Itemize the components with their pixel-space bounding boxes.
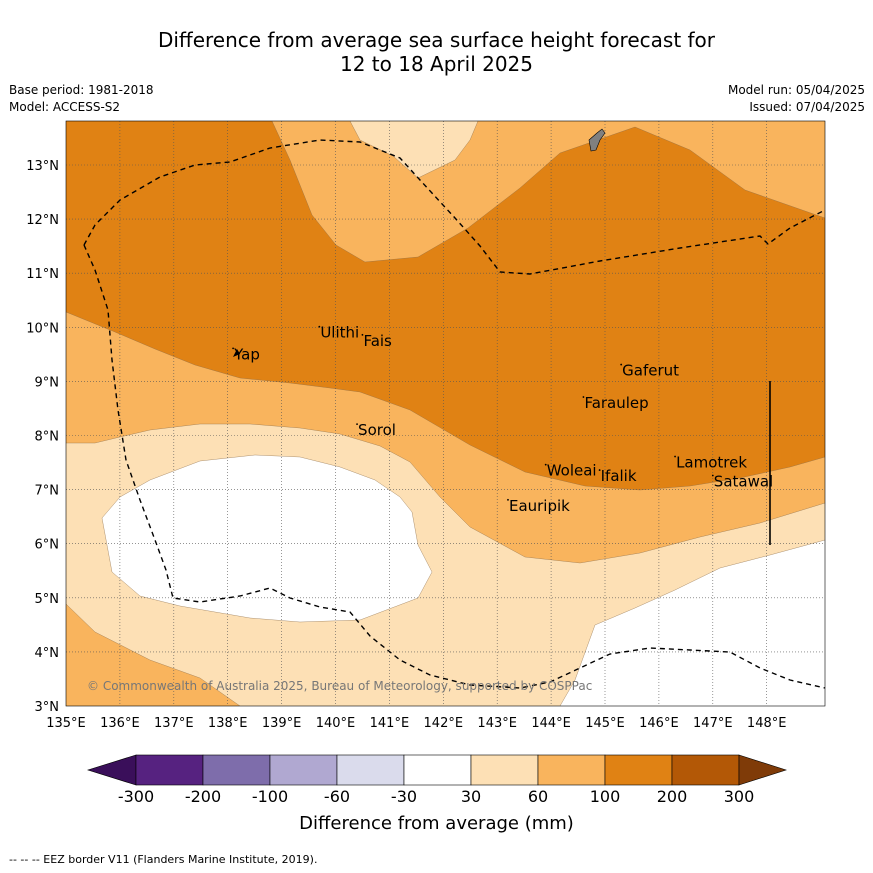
eez-border-south xyxy=(83,244,826,689)
colorbar-tick-label: -30 xyxy=(390,787,418,806)
place-labels: Yap Ulithi Fais Sorol Gaferut Faraulep Woleai I… xyxy=(232,324,773,515)
lat-tick-label: 5°N xyxy=(35,592,60,607)
place-marker xyxy=(318,325,321,328)
place-marker xyxy=(711,474,714,477)
colorbar-tick-label: 30 xyxy=(460,787,482,806)
place-label-eauripik: Eauripik xyxy=(509,497,570,515)
band-30-60-north xyxy=(350,121,478,178)
plot-frame xyxy=(65,120,826,707)
colorbar-swatch xyxy=(537,754,606,786)
colorbar-tick-label: -100 xyxy=(251,787,289,806)
lon-tick-label: 137°E xyxy=(154,716,194,731)
lon-tick-label: 136°E xyxy=(100,716,140,731)
axis-tick-labels: 135°E 136°E 137°E 138°E 139°E 140°E 141°E 142°E… xyxy=(26,159,786,731)
place-label-fais: Fais xyxy=(363,332,392,350)
lon-tick-label: 143°E xyxy=(477,716,517,731)
place-marker xyxy=(361,333,364,336)
colorbar-swatch xyxy=(135,754,204,786)
place-marker xyxy=(544,463,547,466)
lat-tick-label: 13°N xyxy=(26,159,59,174)
lon-tick-label: 142°E xyxy=(424,716,464,731)
place-label-faraulep: Faraulep xyxy=(584,394,648,412)
lon-tick-label: 140°E xyxy=(316,716,356,731)
lon-tick-label: 146°E xyxy=(639,716,679,731)
lon-tick-label: 135°E xyxy=(46,716,86,731)
map-title-line1: Difference from average sea surface heig… xyxy=(157,28,716,52)
colorbar-tick-label: -300 xyxy=(117,787,155,806)
place-marker xyxy=(232,347,234,350)
lat-tick-label: 4°N xyxy=(35,646,60,661)
lat-tick-label: 3°N xyxy=(35,700,60,715)
colorbar-tick-label: -200 xyxy=(184,787,222,806)
yap-landmass xyxy=(233,349,240,357)
place-label-satawal: Satawal xyxy=(714,472,773,490)
place-marker xyxy=(620,363,623,366)
lat-tick-label: 11°N xyxy=(26,267,59,282)
place-label-woleai: Woleai xyxy=(547,462,597,480)
graticule xyxy=(66,121,825,706)
map-title-line2: 12 to 18 April 2025 xyxy=(339,52,534,76)
colorbar-swatch xyxy=(202,754,271,786)
lon-tick-label: 145°E xyxy=(585,716,625,731)
colorbar-extend-high xyxy=(738,754,787,786)
colorbar-title: Difference from average (mm) xyxy=(299,813,574,834)
colorbar-swatch xyxy=(403,754,472,786)
colorbar-tick-label: -60 xyxy=(323,787,351,806)
colorbar-tick-label: 60 xyxy=(527,787,549,806)
place-marker xyxy=(507,498,509,501)
model-name: Model: ACCESS-S2 xyxy=(9,100,121,114)
base-period: Base period: 1981-2018 xyxy=(9,83,154,97)
colorbar-tick-label: 200 xyxy=(656,787,688,806)
place-marker xyxy=(582,396,585,398)
colorbar-tick-label: 300 xyxy=(723,787,755,806)
band-minus30-30-central xyxy=(102,455,432,622)
place-marker xyxy=(598,469,601,471)
lon-tick-label: 147°E xyxy=(693,716,733,731)
lon-tick-label: 148°E xyxy=(747,716,787,731)
place-label-ulithi: Ulithi xyxy=(320,324,359,342)
colorbar-swatch xyxy=(671,754,740,786)
contour-fill-layer xyxy=(66,121,825,706)
place-label-gaferut: Gaferut xyxy=(622,362,679,380)
colorbar-swatch xyxy=(604,754,673,786)
model-run: Model run: 05/04/2025 xyxy=(727,83,865,97)
band-minus30-30-south xyxy=(560,540,825,706)
copyright-notice: © Commonwealth of Australia 2025, Bureau… xyxy=(87,679,592,693)
band-60-100-southwest xyxy=(66,604,240,706)
lat-tick-label: 8°N xyxy=(35,430,60,445)
colorbar xyxy=(86,754,787,786)
eez-border-north xyxy=(83,139,826,275)
place-marker xyxy=(356,423,358,425)
place-label-lamotrek: Lamotrek xyxy=(676,454,747,472)
place-marker xyxy=(674,455,676,458)
colorbar-tick-label: 100 xyxy=(589,787,621,806)
lat-tick-label: 7°N xyxy=(35,484,60,499)
colorbar-extend-low xyxy=(86,754,137,786)
lon-tick-label: 139°E xyxy=(262,716,302,731)
lon-tick-label: 141°E xyxy=(370,716,410,731)
lat-tick-label: 9°N xyxy=(35,375,60,390)
lon-tick-label: 144°E xyxy=(531,716,571,731)
band-100-200 xyxy=(66,121,825,490)
lat-tick-label: 10°N xyxy=(26,321,59,336)
lat-tick-label: 12°N xyxy=(26,213,59,228)
place-label-ifalik: Ifalik xyxy=(601,467,637,485)
place-label-yap: Yap xyxy=(233,345,260,363)
place-label-sorol: Sorol xyxy=(358,421,396,439)
lat-tick-label: 6°N xyxy=(35,538,60,553)
colorbar-swatch xyxy=(336,754,405,786)
footer-note: -- -- -- EEZ border V11 (Flanders Marine… xyxy=(9,853,318,866)
issued-date: Issued: 07/04/2025 xyxy=(749,100,865,114)
colorbar-swatch xyxy=(470,754,539,786)
guam-landmass xyxy=(588,128,606,152)
colorbar-swatch xyxy=(269,754,338,786)
lon-tick-label: 138°E xyxy=(208,716,248,731)
